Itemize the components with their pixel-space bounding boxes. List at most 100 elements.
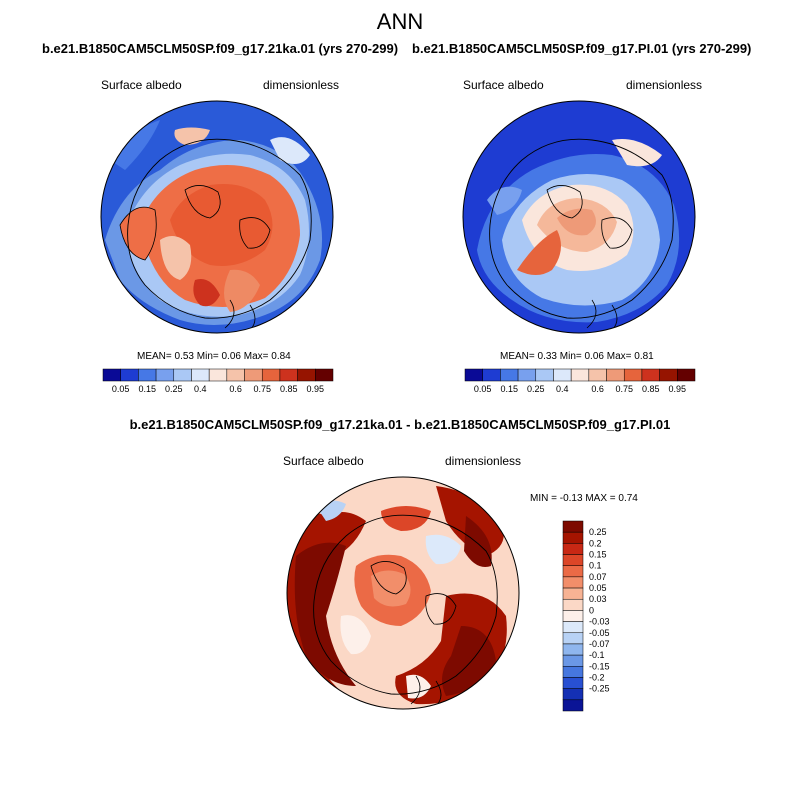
diff-colorbar-swatch xyxy=(562,598,584,611)
panel-2-colorbar-swatch xyxy=(464,368,483,382)
diff-colorbar-swatch xyxy=(562,654,584,667)
diff-colorbar-tick-label: 0 xyxy=(589,605,594,615)
panel-1-max-value: 0.84 xyxy=(271,351,291,362)
panel-2-colorbar-tick-label: 0.85 xyxy=(642,384,660,394)
diff-panel-units: dimensionless xyxy=(445,454,522,468)
page-title: ANN xyxy=(376,9,424,34)
panel-2-colorbar-tick-label: 0.95 xyxy=(669,384,687,394)
panel-2-colorbar-tick-label: 0.75 xyxy=(615,384,633,394)
diff-colorbar-swatch xyxy=(562,632,584,645)
diff-colorbar-swatch xyxy=(562,677,584,689)
diff-colorbar-swatch xyxy=(562,543,584,555)
panel-1-colorbar-swatch xyxy=(315,368,334,382)
panel-2-colorbar-swatch xyxy=(482,368,501,382)
panel-2-min-value: 0.06 xyxy=(584,351,604,362)
diff-min-value: -0.13 xyxy=(559,493,583,504)
panel-1-colorbar-swatch xyxy=(297,368,316,382)
diff-colorbar: 0.250.20.150.10.070.050.030-0.03-0.05-0.… xyxy=(562,520,610,712)
panel-1-mean-label: MEAN= xyxy=(137,351,172,362)
panel-2-mean-label: MEAN= xyxy=(500,351,535,362)
diff-panel-stats: MIN = -0.13 MAX = 0.74 xyxy=(530,493,638,504)
panel-1-colorbar-tick-label: 0.05 xyxy=(112,384,130,394)
panel-1-colorbar-tick-label: 0.4 xyxy=(194,384,207,394)
diff-colorbar-swatch xyxy=(562,520,584,533)
panel-1-polar-map xyxy=(100,100,334,334)
diff-colorbar-swatch xyxy=(562,531,584,544)
panel-2-colorbar-tick-label: 0.6 xyxy=(591,384,604,394)
diff-colorbar-swatch xyxy=(562,699,584,712)
panel-1-colorbar-swatch xyxy=(155,368,175,382)
panel-2-colorbar-swatch xyxy=(623,368,643,382)
panel-2-colorbar-swatch xyxy=(535,368,554,382)
panel-2-mean-value: 0.33 xyxy=(537,351,557,362)
panel-1-min-label: Min= xyxy=(196,351,219,362)
diff-colorbar-tick-label: 0.03 xyxy=(589,594,607,604)
panel-1-colorbar-swatch xyxy=(279,368,298,382)
diff-colorbar-tick-label: -0.2 xyxy=(589,672,605,682)
diff-colorbar-swatch xyxy=(562,576,584,589)
panel-2-max-value: 0.81 xyxy=(634,351,654,362)
panel-2-colorbar: 0.05 0.15 0.25 0.4 0.6 0.75 0.85 0.95 xyxy=(464,368,696,394)
panel-2-colorbar-swatch xyxy=(659,368,678,382)
diff-min-label: MIN = xyxy=(530,493,557,504)
diff-colorbar-swatch xyxy=(562,565,584,578)
panel-1-colorbar-swatch xyxy=(208,368,228,382)
panel-1-colorbar: 0.05 0.15 0.25 0.4 0.6 0.75 0.85 0.95 xyxy=(102,368,334,394)
panel-1-colorbar-tick-label: 0.75 xyxy=(253,384,271,394)
diff-colorbar-swatch xyxy=(562,587,584,600)
panel-1-colorbar-swatch xyxy=(226,368,245,382)
diff-panel-variable: Surface albedo xyxy=(283,454,364,468)
panel-2-units: dimensionless xyxy=(626,78,703,92)
diff-colorbar-tick-label: 0.2 xyxy=(589,538,602,548)
diff-colorbar-swatch xyxy=(562,610,584,622)
panel-1-colorbar-swatch xyxy=(102,368,121,382)
panel-2-title: b.e21.B1850CAM5CLM50SP.f09_g17.PI.01 (yr… xyxy=(412,41,752,56)
panel-2-colorbar-swatch xyxy=(517,368,537,382)
panel-1-stats: MEAN= 0.53 Min= 0.06 Max= 0.84 xyxy=(137,351,291,362)
diff-colorbar-tick-label: -0.07 xyxy=(589,639,610,649)
diff-colorbar-tick-label: 0.1 xyxy=(589,561,602,571)
panel-1-colorbar-swatch xyxy=(173,368,192,382)
diff-colorbar-swatch xyxy=(562,554,584,566)
diff-max-label: MAX = xyxy=(585,493,616,504)
panel-1-mean-value: 0.53 xyxy=(174,351,194,362)
panel-1-colorbar-swatch xyxy=(244,368,263,382)
panel-2-colorbar-tick-label: 0.05 xyxy=(474,384,492,394)
panel-2-polar-map xyxy=(462,100,696,334)
diff-colorbar-tick-label: 0.05 xyxy=(589,583,607,593)
panel-1-colorbar-tick-label: 0.15 xyxy=(138,384,156,394)
panel-1-colorbar-tick-label: 0.6 xyxy=(229,384,242,394)
panel-2-min-label: Min= xyxy=(559,351,582,362)
panel-1-colorbar-swatch xyxy=(191,368,210,382)
panel-1-title: b.e21.B1850CAM5CLM50SP.f09_g17.21ka.01 (… xyxy=(42,41,399,56)
panel-2-colorbar-swatch xyxy=(641,368,660,382)
panel-1-units: dimensionless xyxy=(263,78,340,92)
panel-1-colorbar-swatch xyxy=(261,368,281,382)
diff-colorbar-tick-label: -0.03 xyxy=(589,617,610,627)
panel-2-colorbar-tick-label: 0.4 xyxy=(556,384,569,394)
diff-colorbar-swatch xyxy=(562,666,584,678)
panel-2-colorbar-swatch xyxy=(570,368,590,382)
diff-colorbar-tick-label: -0.05 xyxy=(589,628,610,638)
diff-polar-map xyxy=(286,476,520,710)
panel-1-colorbar-tick-label: 0.85 xyxy=(280,384,298,394)
diff-colorbar-tick-label: 0.25 xyxy=(589,527,607,537)
panel-2-colorbar-swatch xyxy=(500,368,519,382)
panel-1-colorbar-tick-label: 0.25 xyxy=(165,384,183,394)
diff-colorbar-tick-label: 0.15 xyxy=(589,550,607,560)
panel-2-colorbar-swatch xyxy=(553,368,572,382)
panel-2-variable: Surface albedo xyxy=(463,78,544,92)
panel-2-stats: MEAN= 0.33 Min= 0.06 Max= 0.81 xyxy=(500,351,654,362)
diff-colorbar-swatch xyxy=(562,688,584,701)
diff-colorbar-swatch xyxy=(562,621,584,634)
panel-2-colorbar-swatch xyxy=(588,368,607,382)
panel-1-colorbar-tick-label: 0.95 xyxy=(307,384,325,394)
panel-2-colorbar-tick-label: 0.25 xyxy=(527,384,545,394)
panel-1-max-label: Max= xyxy=(243,351,269,362)
diff-colorbar-tick-label: -0.25 xyxy=(589,684,610,694)
panel-2-colorbar-tick-label: 0.15 xyxy=(500,384,518,394)
diff-max-value: 0.74 xyxy=(618,493,638,504)
panel-2-colorbar-swatch xyxy=(677,368,696,382)
panel-1-colorbar-swatch xyxy=(138,368,157,382)
panel-2-max-label: Max= xyxy=(606,351,632,362)
